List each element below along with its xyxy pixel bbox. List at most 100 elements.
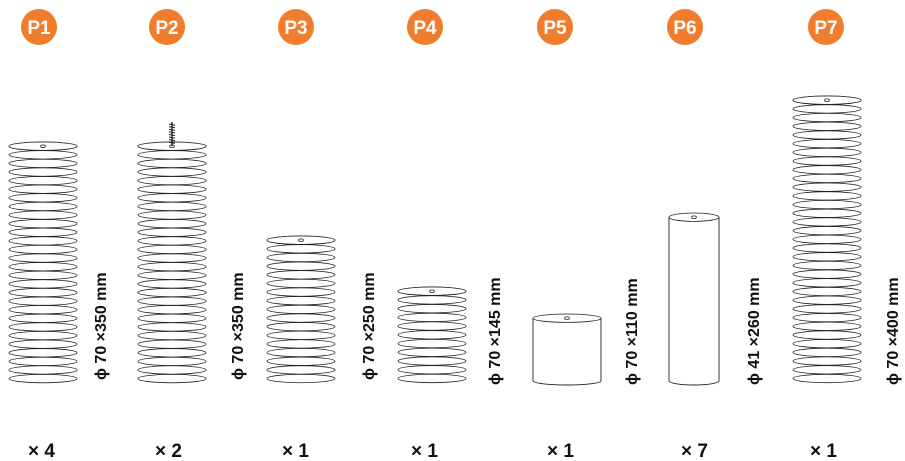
p3-disc <box>266 365 336 375</box>
p1-label: P1 <box>27 18 51 39</box>
p7-disc <box>792 365 862 375</box>
part-p2: P2 ϕ 70 ×350 mm × 2 <box>137 9 247 461</box>
part-p3: P3 ϕ 70 ×250 mm × 1 <box>266 9 378 461</box>
p4-disc <box>397 356 467 366</box>
p7-disc <box>792 104 862 114</box>
p1-top-plate <box>8 141 78 151</box>
p2-bolt-thread <box>168 128 176 131</box>
p7-disc <box>792 173 862 184</box>
p1-badge-circle <box>21 9 57 45</box>
p3-disc <box>266 313 336 323</box>
p7-disc <box>792 252 862 262</box>
p4-disc <box>397 330 467 340</box>
p7-disc <box>792 321 862 331</box>
p2-disc <box>137 330 207 341</box>
p2-quantity: × 2 <box>155 441 182 461</box>
p1-disc <box>8 296 78 306</box>
p2-disc <box>137 236 207 246</box>
p3-disc <box>266 261 336 271</box>
p7-badge-circle <box>808 9 844 45</box>
p4-disc <box>397 321 467 331</box>
p2-disc <box>137 279 207 289</box>
p3-top-plate <box>266 235 336 245</box>
p1-disc <box>8 287 78 298</box>
p2-drawing <box>137 122 207 384</box>
p1-disc <box>8 356 78 366</box>
p6-quantity: × 7 <box>681 441 708 461</box>
p2-bolt-thread <box>168 141 176 144</box>
p4-dimension: ϕ 70 ×145 mm <box>487 277 504 385</box>
p1-disc <box>8 313 78 323</box>
p3-disc <box>266 304 336 314</box>
p2-dimension: ϕ 70 ×350 mm <box>230 272 247 380</box>
p7-disc <box>792 278 862 288</box>
part-p1: P1 ϕ 70 ×350 mm × 4 <box>8 9 110 461</box>
p2-badge-circle <box>149 9 185 45</box>
p6-top-face <box>668 212 720 222</box>
p2-disc <box>137 322 207 332</box>
p1-disc <box>8 322 78 332</box>
p7-disc <box>792 286 862 297</box>
p2-disc <box>137 219 207 229</box>
p2-badge: P2 <box>149 9 185 45</box>
p5-quantity: × 1 <box>547 441 574 461</box>
p7-disc <box>792 339 862 349</box>
p1-disc <box>8 373 78 384</box>
p2-disc <box>137 287 207 298</box>
p1-dimension: ϕ 70 ×350 mm <box>93 272 110 380</box>
p2-bolt-thread <box>168 139 176 142</box>
p4-drawing <box>397 286 467 384</box>
p7-disc <box>792 234 862 244</box>
p1-disc <box>8 193 78 203</box>
p1-disc <box>8 244 78 255</box>
p2-disc <box>137 305 207 315</box>
p7-disc <box>792 295 862 305</box>
p4-disc <box>397 365 467 375</box>
part-p7: P7 ϕ 70 ×400 mm × 1 <box>792 9 902 461</box>
p3-disc <box>266 322 336 332</box>
p7-dimension: ϕ 70 ×400 mm <box>885 277 902 385</box>
p2-label: P2 <box>155 18 178 39</box>
p4-disc <box>397 373 467 384</box>
p1-disc <box>8 262 78 272</box>
p3-label: P3 <box>284 18 307 39</box>
p1-disc <box>8 253 78 263</box>
p1-disc <box>8 348 78 358</box>
part-p6: P6 ϕ 41 ×260 mm × 7 <box>667 9 763 461</box>
p7-disc <box>792 121 862 131</box>
p7-badge: P7 <box>808 9 844 45</box>
p2-disc <box>137 296 207 306</box>
p1-disc <box>8 270 78 280</box>
p7-disc <box>792 269 862 279</box>
p4-disc <box>397 312 467 322</box>
p2-disc <box>137 176 207 186</box>
p2-disc <box>137 201 207 212</box>
p2-disc <box>137 313 207 323</box>
p7-disc <box>792 313 862 323</box>
p3-disc <box>266 244 336 254</box>
p3-badge: P3 <box>278 9 314 45</box>
p1-quantity: × 4 <box>28 441 55 461</box>
p7-disc <box>792 112 862 123</box>
p2-disc <box>137 339 207 349</box>
p3-disc <box>266 287 336 297</box>
p7-center-hole <box>824 98 830 102</box>
p7-disc <box>792 226 862 236</box>
p7-disc <box>792 217 862 227</box>
p4-center-hole <box>429 289 435 293</box>
p7-disc <box>792 330 862 340</box>
p2-disc <box>137 253 207 263</box>
part-p5: P5 ϕ 70 ×110 mm × 1 <box>532 9 641 461</box>
p2-disc <box>137 184 207 194</box>
p5-cylinder-body <box>532 318 602 386</box>
p3-disc <box>266 278 336 289</box>
p5-center-hole <box>564 316 570 320</box>
p3-center-hole <box>298 238 304 242</box>
p7-disc <box>792 147 862 157</box>
p6-dimension: ϕ 41 ×260 mm <box>746 277 763 385</box>
p6-badge-circle <box>667 9 703 45</box>
p5-label: P5 <box>543 18 567 39</box>
part-p4: P4 ϕ 70 ×145 mm × 1 <box>397 9 504 461</box>
p6-drawing <box>668 212 720 386</box>
p1-disc <box>8 305 78 315</box>
